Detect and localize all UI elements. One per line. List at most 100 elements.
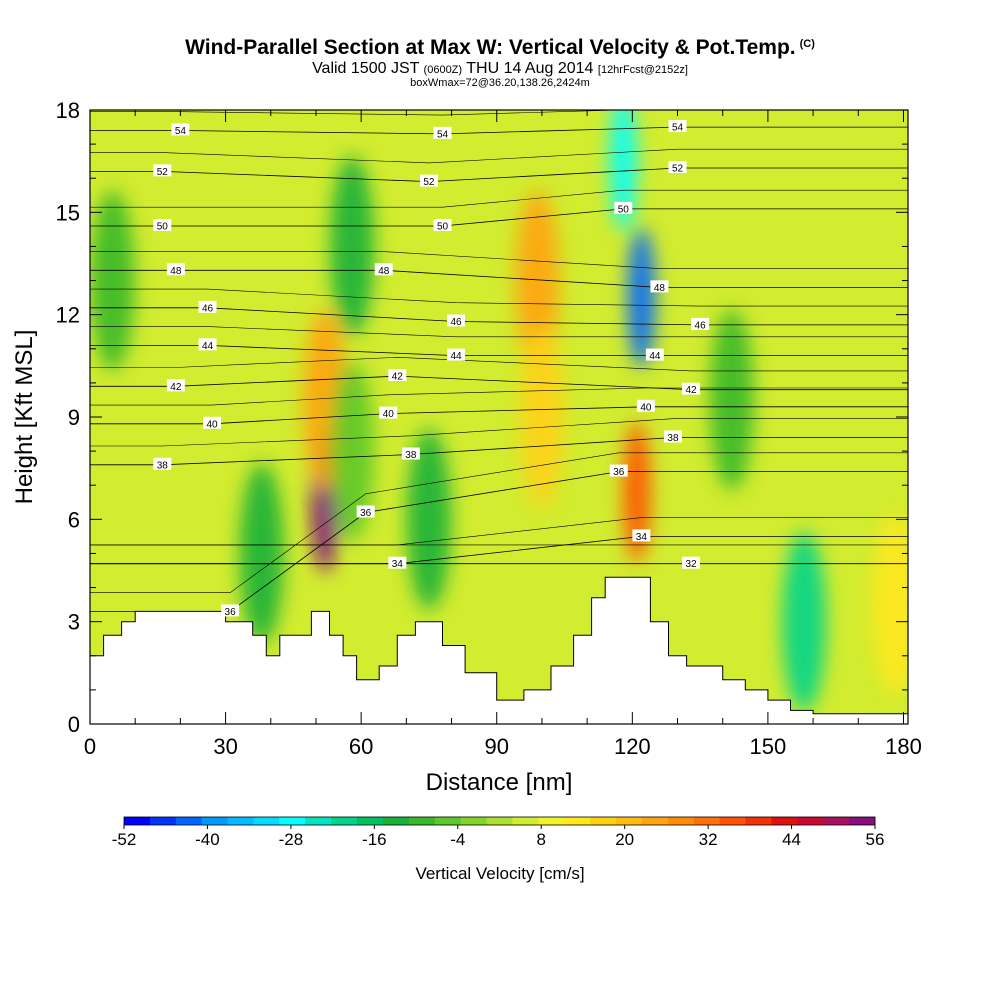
- contour-label-text-5: 52: [672, 163, 684, 174]
- contour-label-text-29: 36: [225, 607, 237, 618]
- contour-label-29: 36: [221, 604, 240, 618]
- x-axis-label: Distance [nm]: [426, 769, 573, 796]
- contour-label-text-4: 52: [423, 177, 435, 188]
- velocity-feature-2: [515, 190, 560, 371]
- x-tick-label-2: 60: [349, 734, 373, 759]
- theta-contour-minor-38: [90, 418, 908, 447]
- contour-label-14: 46: [691, 317, 710, 331]
- theta-contour-minor-42: [90, 356, 908, 372]
- y-tick-label-4: 12: [56, 303, 80, 328]
- contour-label-box-6: [153, 218, 172, 231]
- contour-label-text-2: 54: [672, 123, 684, 134]
- contour-label-text-15: 44: [202, 341, 214, 352]
- contour-label-text-10: 48: [378, 266, 390, 277]
- contour-label-box-26: [663, 430, 682, 443]
- contour-label-box-32: [682, 556, 701, 569]
- velocity-feature-4: [622, 422, 651, 563]
- contour-label-text-25: 38: [405, 450, 417, 461]
- x-tick-label-5: 150: [750, 734, 787, 759]
- velocity-feature-7: [782, 531, 827, 712]
- x-tick-label-6: 180: [885, 734, 922, 759]
- velocity-feature-14: [330, 361, 375, 542]
- contour-label-25: 38: [401, 447, 420, 461]
- contour-label-32: 32: [682, 556, 701, 570]
- velocity-feature-3: [519, 327, 564, 507]
- colorbar-swatch-12: [434, 817, 462, 825]
- theta-contour-minor-54: [90, 110, 630, 116]
- colorbar-swatch-15: [512, 817, 539, 825]
- contour-label-text-17: 44: [649, 351, 661, 362]
- y-axis-label: Height [Kft MSL]: [11, 330, 38, 505]
- contour-label-box-27: [356, 505, 375, 518]
- colorbar-tick-label-0: -52: [112, 830, 137, 849]
- contour-label-24: 38: [153, 457, 172, 471]
- contour-label-box-31: [632, 529, 651, 542]
- contour-label-28: 36: [609, 464, 628, 478]
- colorbar-tick-label-7: 32: [699, 830, 718, 849]
- colorbar-swatch-9: [357, 817, 384, 825]
- colorbar-title: Vertical Velocity [cm/s]: [415, 864, 585, 883]
- terrain: [90, 576, 908, 724]
- contour-label-10: 48: [374, 263, 393, 277]
- contour-label-box-3: [153, 164, 172, 177]
- contour-label-box-14: [691, 317, 710, 330]
- chart-title: Wind-Parallel Section at Max W: Vertical…: [185, 36, 815, 59]
- contour-label-text-20: 42: [686, 385, 698, 396]
- x-tick-label-3: 90: [484, 734, 508, 759]
- contour-label-19: 42: [388, 369, 407, 383]
- theta-contour-minor-40: [90, 387, 908, 406]
- contour-label-text-32: 32: [686, 559, 698, 570]
- contour-label-text-22: 40: [383, 409, 395, 420]
- contour-label-text-30: 34: [392, 559, 404, 570]
- colorbar-swatch-23: [719, 817, 747, 825]
- colorbar-swatch-25: [771, 817, 798, 825]
- velocity-feature-9: [330, 156, 375, 337]
- contour-label-box-1: [433, 126, 452, 139]
- theta-contour-minor-34: [90, 517, 908, 546]
- plot-area: 54 54 54 52 52 52 50 50 50 48 48 48 46 46 46 44 44 44 42 42…: [90, 110, 908, 724]
- velocity-feature-8: [709, 309, 754, 490]
- contour-label-box-4: [419, 174, 438, 187]
- contour-label-text-28: 36: [613, 467, 625, 478]
- contour-label-text-3: 52: [157, 167, 169, 178]
- colorbar-tick-label-8: 44: [782, 830, 801, 849]
- contour-label-box-2: [668, 120, 687, 133]
- contour-labels: 54 54 54 52 52 52 50 50 50 48 48 48 46 46 46 44 44 44 42 42…: [153, 120, 710, 618]
- contour-label-text-6: 50: [157, 221, 169, 232]
- contour-label-1: 54: [433, 126, 452, 140]
- y-tick-label-6: 18: [56, 98, 80, 123]
- colorbar-swatch-27: [823, 817, 850, 825]
- x-tick-label-1: 30: [213, 734, 237, 759]
- colorbar-tick-label-4: -4: [450, 830, 465, 849]
- colorbar-tick-label-9: 56: [866, 830, 885, 849]
- contour-label-text-21: 40: [206, 419, 218, 430]
- theta-contour-minor-50: [90, 189, 908, 208]
- contour-label-text-8: 50: [618, 204, 630, 215]
- contour-label-9: 48: [166, 263, 185, 277]
- contour-label-box-22: [379, 406, 398, 419]
- contour-label-text-11: 48: [654, 283, 666, 294]
- contour-label-box-13: [447, 314, 466, 327]
- y-tick-label-3: 9: [68, 405, 80, 430]
- y-tick-label-5: 15: [56, 200, 80, 225]
- contour-label-text-24: 38: [157, 460, 169, 471]
- contour-label-13: 46: [447, 314, 466, 328]
- theta-contour-minor-48: [90, 251, 908, 269]
- colorbar-swatch-26: [797, 817, 824, 825]
- contour-label-text-16: 44: [451, 351, 463, 362]
- contour-label-text-12: 46: [202, 303, 214, 314]
- colorbar-tick-label-1: -40: [195, 830, 220, 849]
- contour-label-18: 42: [166, 379, 185, 393]
- colorbar-swatch-3: [201, 817, 229, 825]
- contour-label-text-14: 46: [695, 320, 707, 331]
- theta-contour-minor-44: [90, 326, 908, 338]
- contour-label-16: 44: [447, 348, 466, 362]
- contour-label-box-15: [198, 338, 217, 351]
- contour-label-box-16: [447, 348, 466, 361]
- contour-label-box-30: [388, 556, 407, 569]
- contour-label-7: 50: [433, 218, 452, 232]
- colorbar-swatch-6: [279, 817, 306, 825]
- contour-label-17: 44: [645, 348, 664, 362]
